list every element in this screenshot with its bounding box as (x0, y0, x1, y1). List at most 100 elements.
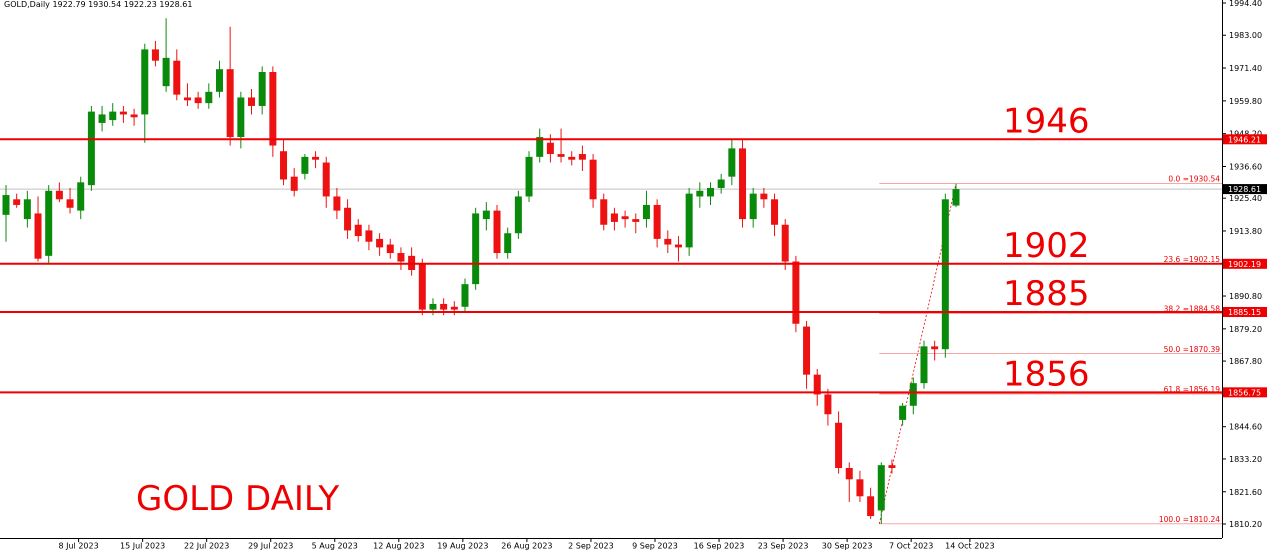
level-price-box (1223, 258, 1267, 269)
candle-body (653, 204, 661, 239)
y-tick-label: 1810.20 (1229, 520, 1262, 529)
candle-body (546, 142, 554, 155)
candle-body (525, 156, 533, 197)
level-price-box (1223, 134, 1267, 145)
candle-body (130, 114, 138, 118)
candle-body (34, 213, 42, 259)
fib-value: 1930.54 (1189, 175, 1220, 184)
candle-body (482, 210, 490, 220)
candle-body (215, 69, 223, 92)
fib-value: 1870.39 (1189, 345, 1220, 354)
candle-body (173, 60, 181, 95)
candle-body (322, 162, 330, 197)
candle-body (877, 465, 885, 511)
ohlc-low: 1922.23 (124, 0, 157, 9)
x-tick-label: 2 Sep 2023 (568, 542, 614, 550)
x-tick-label: 29 Jul 2023 (248, 542, 293, 550)
fib-label: 38.2 =1884.58 (1164, 305, 1221, 314)
candle-body (600, 199, 608, 225)
candle-body (269, 72, 277, 146)
fib-ratio: 38.2 (1164, 305, 1181, 314)
current-price: 1928.61 (1228, 185, 1261, 194)
candle-body (760, 193, 768, 200)
level-label: 1902 (1003, 226, 1090, 266)
candle-body (55, 190, 63, 200)
y-tick-label: 1833.20 (1229, 455, 1262, 464)
fib-value: 1810.24 (1189, 515, 1220, 524)
x-tick-label: 26 Aug 2023 (501, 542, 552, 550)
candle-body (504, 233, 512, 254)
candle-body (450, 306, 458, 310)
candle-body (344, 207, 352, 231)
candle-body (226, 69, 234, 138)
candle-body (803, 326, 811, 375)
candle-body (23, 199, 31, 220)
level-label: 1885 (1003, 274, 1090, 314)
candle-body (536, 137, 544, 157)
candle-body (642, 204, 650, 220)
y-tick-label: 1925.40 (1229, 194, 1262, 203)
candle-body (418, 264, 426, 310)
candle-body (141, 49, 149, 115)
y-tick-label: 1971.40 (1229, 64, 1262, 73)
level-label: 1946 (1003, 101, 1090, 141)
y-tick-label: 1936.60 (1229, 162, 1262, 171)
level-price: 1885.15 (1228, 308, 1261, 317)
x-tick-label: 16 Sep 2023 (694, 542, 745, 550)
fib-ratio: 100.0 (1159, 515, 1181, 524)
candle-body (781, 224, 789, 262)
candle-body (376, 238, 384, 248)
candle-body (440, 303, 448, 310)
fib-label: 61.8 =1856.19 (1164, 385, 1221, 394)
y-tick-label: 1983.00 (1229, 31, 1262, 40)
candle-body (824, 394, 832, 415)
x-tick-label: 5 Aug 2023 (312, 542, 358, 550)
candle-body (290, 176, 298, 191)
fib-sep: = (1180, 305, 1189, 314)
candle-body (2, 195, 10, 215)
candle-body (183, 97, 191, 101)
candle-body (739, 148, 747, 220)
candle-body (706, 187, 714, 197)
candle-body (280, 151, 288, 180)
symbol: GOLD,Daily (4, 0, 50, 9)
candle-body (472, 213, 480, 285)
candle-body (632, 219, 640, 222)
candle-body (312, 156, 320, 160)
candle-body (771, 199, 779, 225)
candle-body (696, 190, 704, 197)
candle-body (45, 190, 53, 256)
candle-body (845, 467, 853, 480)
candle-body (589, 159, 597, 200)
x-tick-label: 22 Jul 2023 (184, 542, 229, 550)
candle-body (77, 182, 85, 211)
x-tick-label: 23 Sep 2023 (758, 542, 809, 550)
level-price: 1902.19 (1228, 260, 1261, 269)
candle-body (162, 57, 170, 87)
fib-value: 1884.58 (1189, 305, 1220, 314)
candle-body (749, 193, 757, 220)
level-price: 1946.21 (1228, 135, 1261, 144)
candle-body (792, 261, 800, 324)
y-tick-label: 1913.80 (1229, 227, 1262, 236)
x-tick-label: 12 Aug 2023 (373, 542, 424, 550)
candle-body (109, 111, 117, 121)
ohlc-close: 1928.61 (159, 0, 192, 9)
candle-body (98, 114, 106, 123)
ohlc-high: 1930.54 (88, 0, 121, 9)
candle-body (429, 303, 437, 310)
x-tick-label: 7 Oct 2023 (889, 542, 933, 550)
x-tick-label: 19 Aug 2023 (437, 542, 488, 550)
candle-body (365, 230, 373, 242)
chart-header: GOLD,Daily 1922.79 1930.54 1922.23 1928.… (4, 0, 192, 9)
fib-sep: = (1180, 385, 1189, 394)
fib-sep: = (1180, 255, 1189, 264)
fib-label: 23.6 =1902.15 (1164, 255, 1221, 264)
y-tick-label: 1959.80 (1229, 97, 1262, 106)
fib-label: 50.0 =1870.39 (1164, 345, 1221, 354)
x-tick-label: 14 Oct 2023 (945, 542, 994, 550)
y-tick-label: 1844.60 (1229, 423, 1262, 432)
candle-body (621, 216, 629, 220)
